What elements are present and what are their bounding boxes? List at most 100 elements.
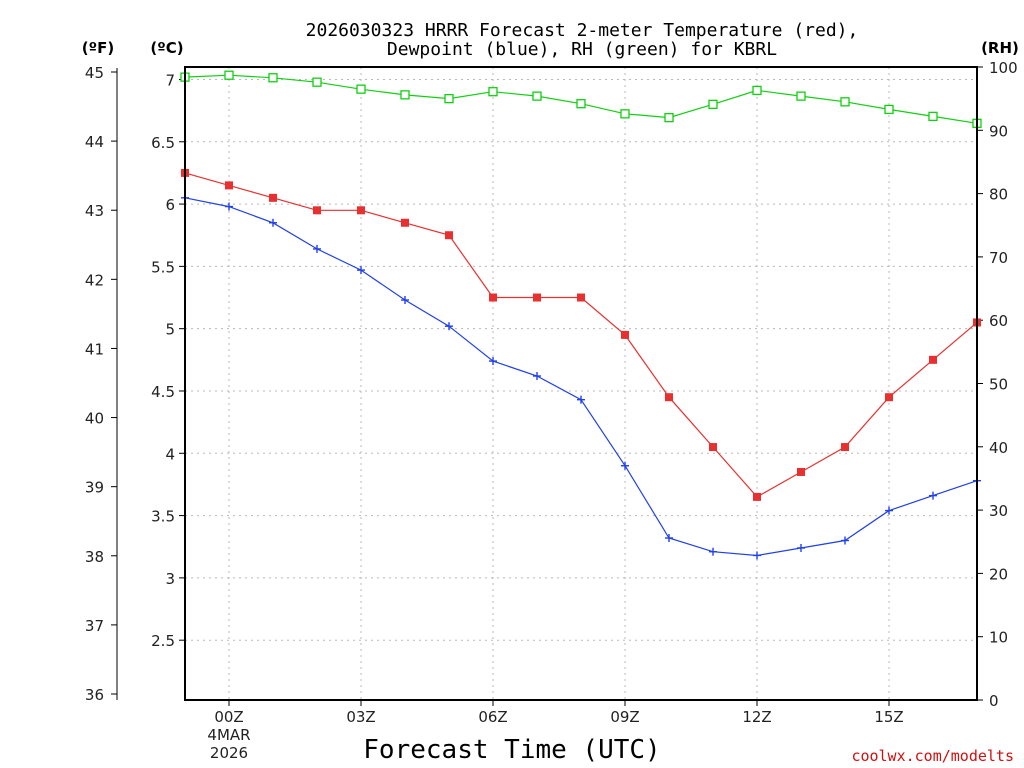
- rh-point: [268, 73, 278, 83]
- rh-point: [444, 94, 454, 104]
- celsius-tick-label: 2.5: [151, 632, 175, 650]
- celsius-tick-label: 3: [165, 570, 175, 588]
- dewpoint-point: [577, 395, 585, 404]
- dewpoint-point: [929, 491, 937, 500]
- celsius-tick-label: 3.5: [151, 508, 175, 526]
- dewpoint-point: [269, 218, 277, 227]
- dewpoint-point: [489, 357, 497, 366]
- rh-tick-label: 20: [989, 565, 1008, 583]
- fahrenheit-tick-label: 40: [85, 410, 104, 428]
- fahrenheit-tick-label: 41: [85, 340, 104, 358]
- fahrenheit-tick-label: 43: [85, 202, 104, 220]
- dewpoint-point: [401, 296, 409, 305]
- dewpoint-point: [709, 547, 717, 556]
- x-tick-date-label: 4MAR: [207, 726, 250, 744]
- rh-tick-label: 70: [989, 249, 1008, 267]
- fahrenheit-tick-label: 42: [85, 271, 104, 289]
- dewpoint-point: [313, 244, 321, 253]
- temperature-point: [665, 393, 673, 402]
- dewpoint-point: [225, 202, 233, 211]
- temperature-point: [269, 193, 277, 202]
- x-tick-label: 00Z: [214, 708, 243, 726]
- celsius-tick-label: 4: [165, 445, 175, 463]
- chart-title-line1: 2026030323 HRRR Forecast 2-meter Tempera…: [306, 20, 859, 41]
- fahrenheit-tick-label: 37: [85, 617, 104, 635]
- dewpoint-point: [621, 461, 629, 470]
- x-tick-label: 15Z: [874, 708, 903, 726]
- chart-title-line2: Dewpoint (blue), RH (green) for KBRL: [387, 39, 777, 60]
- rh-point: [488, 87, 498, 97]
- celsius-unit-label: (ºC): [150, 39, 183, 57]
- rh-tick-label: 60: [989, 312, 1008, 330]
- rh-tick-label: 0: [989, 692, 999, 710]
- temperature-point: [225, 181, 233, 190]
- temperature-point: [929, 355, 937, 364]
- rh-point: [752, 85, 762, 96]
- temperature-point: [885, 393, 893, 402]
- rh-tick-label: 30: [989, 502, 1008, 520]
- dewpoint-line: [184, 197, 978, 557]
- series-layer: [180, 70, 982, 560]
- rh-point: [708, 99, 718, 109]
- x-tick-label: 09Z: [610, 708, 639, 726]
- grid-layer: [185, 67, 977, 700]
- temperature-line: [184, 172, 978, 498]
- temperature-point: [533, 293, 541, 302]
- temperature-point: [401, 218, 409, 227]
- celsius-tick-label: 6.5: [151, 134, 175, 152]
- fahrenheit-tick-label: 38: [85, 548, 104, 566]
- rh-point: [224, 70, 234, 80]
- fahrenheit-tick-label: 36: [85, 686, 104, 704]
- temperature-point: [709, 443, 717, 452]
- temperature-point: [489, 293, 497, 302]
- rh-point: [532, 91, 542, 101]
- rh-point: [620, 109, 630, 119]
- rh-point: [840, 97, 850, 107]
- temperature-point: [357, 206, 365, 215]
- temperature-point: [621, 330, 629, 339]
- fahrenheit-tick-label: 45: [85, 64, 104, 82]
- celsius-tick-label: 6: [165, 196, 175, 214]
- x-tick-year-label: 2026: [210, 744, 248, 762]
- x-tick-label: 03Z: [346, 708, 375, 726]
- dewpoint-point: [753, 551, 761, 560]
- dewpoint-point: [533, 372, 541, 381]
- celsius-tick-label: 5: [165, 321, 175, 339]
- rh-point: [356, 84, 366, 94]
- rh-point: [576, 99, 586, 109]
- rh-tick-label: 100: [989, 59, 1018, 77]
- rh-tick-label: 50: [989, 376, 1008, 394]
- rh-point: [312, 77, 322, 87]
- dewpoint-point: [445, 322, 453, 331]
- x-tick-label: 12Z: [742, 708, 771, 726]
- dewpoint-point: [797, 543, 805, 552]
- celsius-tick-label: 5.5: [151, 258, 175, 276]
- x-axis-title: Forecast Time (UTC): [363, 735, 660, 765]
- rh-point: [400, 90, 410, 100]
- rh-tick-label: 40: [989, 439, 1008, 457]
- rh-point: [796, 91, 806, 101]
- temperature-point: [753, 492, 761, 501]
- rh-tick-label: 90: [989, 122, 1008, 140]
- fahrenheit-unit-label: (ºF): [82, 39, 114, 57]
- temperature-point: [797, 467, 805, 476]
- rh-tick-label: 10: [989, 629, 1008, 647]
- dewpoint-point: [357, 266, 365, 275]
- rh-unit-label: (RH): [981, 39, 1019, 57]
- rh-point: [884, 104, 894, 115]
- dewpoint-point: [841, 536, 849, 545]
- temperature-point: [577, 293, 585, 302]
- temperature-point: [841, 443, 849, 452]
- fahrenheit-tick-label: 39: [85, 479, 104, 497]
- credit-label: coolwx.com/modelts: [851, 747, 1014, 765]
- rh-tick-label: 80: [989, 186, 1008, 204]
- plot-frame: [184, 66, 978, 701]
- rh-point: [664, 112, 674, 123]
- temperature-point: [313, 206, 321, 215]
- rh-point: [928, 111, 938, 122]
- temperature-point: [445, 231, 453, 240]
- axis-layer: 2.5 3 3.5 4 4.5 5 5.5 6 6.5 7 36 37 38 39 40 41 42 43 44 45…: [85, 59, 1018, 762]
- dewpoint-point: [885, 506, 893, 515]
- x-tick-label: 06Z: [478, 708, 507, 726]
